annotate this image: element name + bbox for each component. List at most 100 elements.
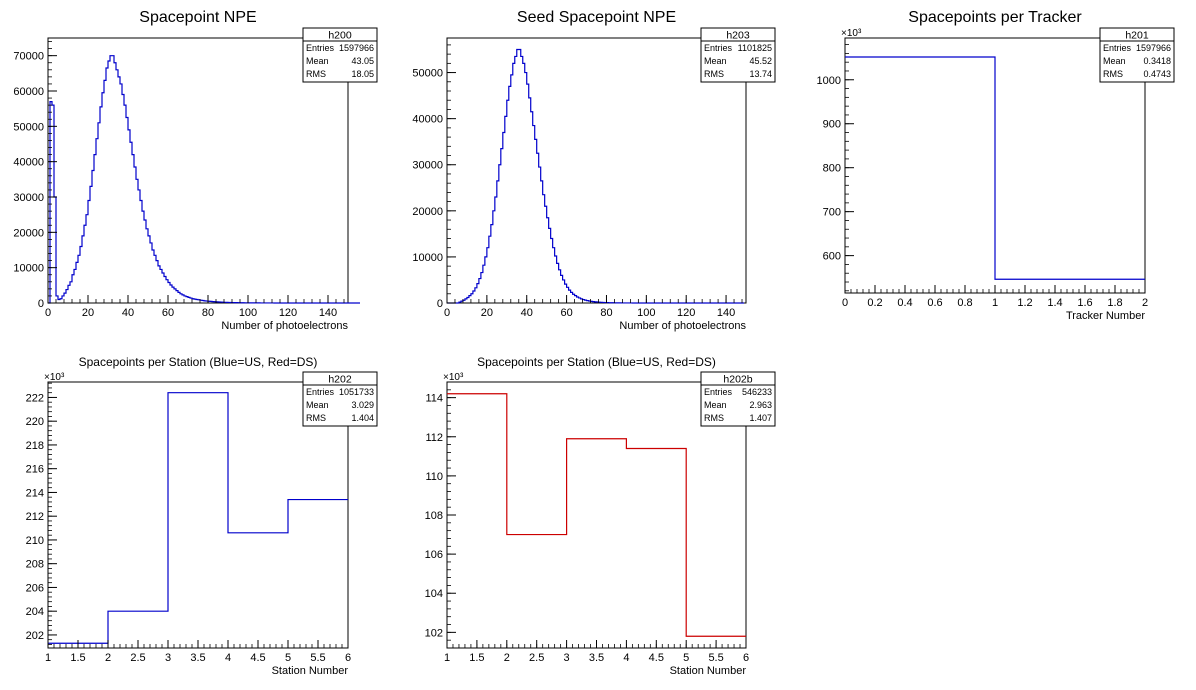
x-tick-label: 3.5 <box>190 652 205 664</box>
plot-frame <box>47 37 349 304</box>
y-tick-label: 800 <box>823 163 841 175</box>
x-tick-label: 4.5 <box>649 652 664 664</box>
x-tick-label: 60 <box>162 307 174 319</box>
x-tick-label: 80 <box>600 307 612 319</box>
stats-key: RMS <box>306 69 326 79</box>
stats-value: 1101825 <box>738 43 772 53</box>
x-tick-label: 140 <box>717 307 735 319</box>
y-tick-label: 20000 <box>13 227 44 239</box>
x-tick-label: 3.5 <box>589 652 604 664</box>
x-tick-label: 6 <box>345 652 351 664</box>
x-tick-label: 0 <box>842 297 848 309</box>
x-axis-label: Number of photoelectrons <box>619 320 746 332</box>
y-tick-label: 218 <box>26 440 44 452</box>
y-tick-label: 50000 <box>13 121 44 133</box>
x-tick-label: 5.5 <box>708 652 723 664</box>
x-tick-label: 4.5 <box>250 652 265 664</box>
y-tick-label: 212 <box>26 511 44 523</box>
chart-title: Seed Spacepoint NPE <box>517 9 676 26</box>
x-tick-label: 40 <box>521 307 533 319</box>
x-tick-label: 1 <box>444 652 450 664</box>
x-tick-label: 1.6 <box>1077 297 1092 309</box>
x-tick-label: 1.5 <box>469 652 484 664</box>
x-tick-label: 3 <box>564 652 570 664</box>
stats-value: 3.029 <box>351 400 374 410</box>
y-tick-label: 20000 <box>412 206 443 218</box>
x-tick-label: 20 <box>82 307 94 319</box>
x-tick-label: 2 <box>1142 297 1148 309</box>
histogram-series <box>845 56 1145 280</box>
histogram-series <box>48 392 348 644</box>
y-tick-label: 102 <box>425 627 443 639</box>
y-tick-label: 10000 <box>412 252 443 264</box>
y-tick-label: 206 <box>26 582 44 594</box>
x-tick-label: 100 <box>637 307 655 319</box>
y-tick-label: 204 <box>26 606 44 618</box>
y-tick-label: 30000 <box>13 192 44 204</box>
x-tick-label: 0 <box>45 307 51 319</box>
y-tick-label: 70000 <box>13 51 44 63</box>
y-tick-label: 202 <box>26 630 44 642</box>
x-axis-label: Station Number <box>272 665 349 677</box>
y-exponent-label: ×10³ <box>841 28 862 39</box>
y-tick-label: 30000 <box>412 160 443 172</box>
stats-value: 1.407 <box>749 413 772 423</box>
stats-key: Mean <box>306 400 329 410</box>
stats-key: Entries <box>1103 43 1132 53</box>
chart-title: Spacepoint NPE <box>139 9 256 26</box>
stats-name: h202b <box>723 374 752 386</box>
stats-value: 0.4743 <box>1143 69 1171 79</box>
x-tick-label: 120 <box>677 307 695 319</box>
stats-name: h201 <box>1125 30 1149 42</box>
y-tick-label: 104 <box>425 588 443 600</box>
y-tick-label: 10000 <box>13 263 44 275</box>
x-tick-label: 100 <box>239 307 257 319</box>
stats-key: Mean <box>306 56 329 66</box>
y-tick-label: 40000 <box>13 157 44 169</box>
y-tick-label: 700 <box>823 207 841 219</box>
x-tick-label: 2 <box>105 652 111 664</box>
stats-key: Mean <box>1103 56 1126 66</box>
stats-key: RMS <box>1103 69 1123 79</box>
chart-h202: Spacepoints per Station (Blue=US, Red=DS… <box>26 355 378 677</box>
x-tick-label: 0 <box>444 307 450 319</box>
stats-name: h202 <box>328 374 352 386</box>
stats-key: Entries <box>306 43 335 53</box>
y-tick-label: 60000 <box>13 86 44 98</box>
chart-h200: Spacepoint NPE 0 20 40 60 80 100 120 140 0 10000 20… <box>13 9 378 332</box>
stats-key: RMS <box>704 69 724 79</box>
histogram-series <box>447 393 746 637</box>
chart-h203: Seed Spacepoint NPE 0 20 40 60 80 100 120 140 0 10… <box>412 9 776 332</box>
stats-key: Mean <box>704 56 727 66</box>
y-tick-label: 210 <box>26 535 44 547</box>
y-tick-label: 900 <box>823 119 841 131</box>
x-tick-label: 1.2 <box>1017 297 1032 309</box>
plot-frame <box>446 37 747 304</box>
y-tick-label: 216 <box>26 464 44 476</box>
y-exponent-label: ×10³ <box>443 372 464 383</box>
x-tick-label: 4 <box>225 652 231 664</box>
y-tick-label: 208 <box>26 559 44 571</box>
x-tick-label: 1.5 <box>70 652 85 664</box>
x-tick-label: 1 <box>45 652 51 664</box>
x-tick-label: 0.6 <box>927 297 942 309</box>
x-tick-label: 140 <box>319 307 337 319</box>
y-tick-label: 112 <box>425 432 443 444</box>
stats-value: 1597966 <box>339 43 374 53</box>
x-tick-label: 1.8 <box>1107 297 1122 309</box>
y-tick-label: 106 <box>425 549 443 561</box>
y-tick-label: 114 <box>425 393 443 405</box>
stats-value: 18.05 <box>351 69 374 79</box>
y-tick-label: 220 <box>26 416 44 428</box>
x-tick-label: 1.4 <box>1047 297 1062 309</box>
x-axis-label: Station Number <box>670 665 747 677</box>
x-tick-label: 6 <box>743 652 749 664</box>
y-tick-label: 222 <box>26 392 44 404</box>
stats-value: 1051733 <box>339 387 374 397</box>
stats-key: Entries <box>704 387 733 397</box>
chart-title: Spacepoints per Station (Blue=US, Red=DS… <box>79 355 318 369</box>
chart-title: Spacepoints per Station (Blue=US, Red=DS… <box>477 355 716 369</box>
